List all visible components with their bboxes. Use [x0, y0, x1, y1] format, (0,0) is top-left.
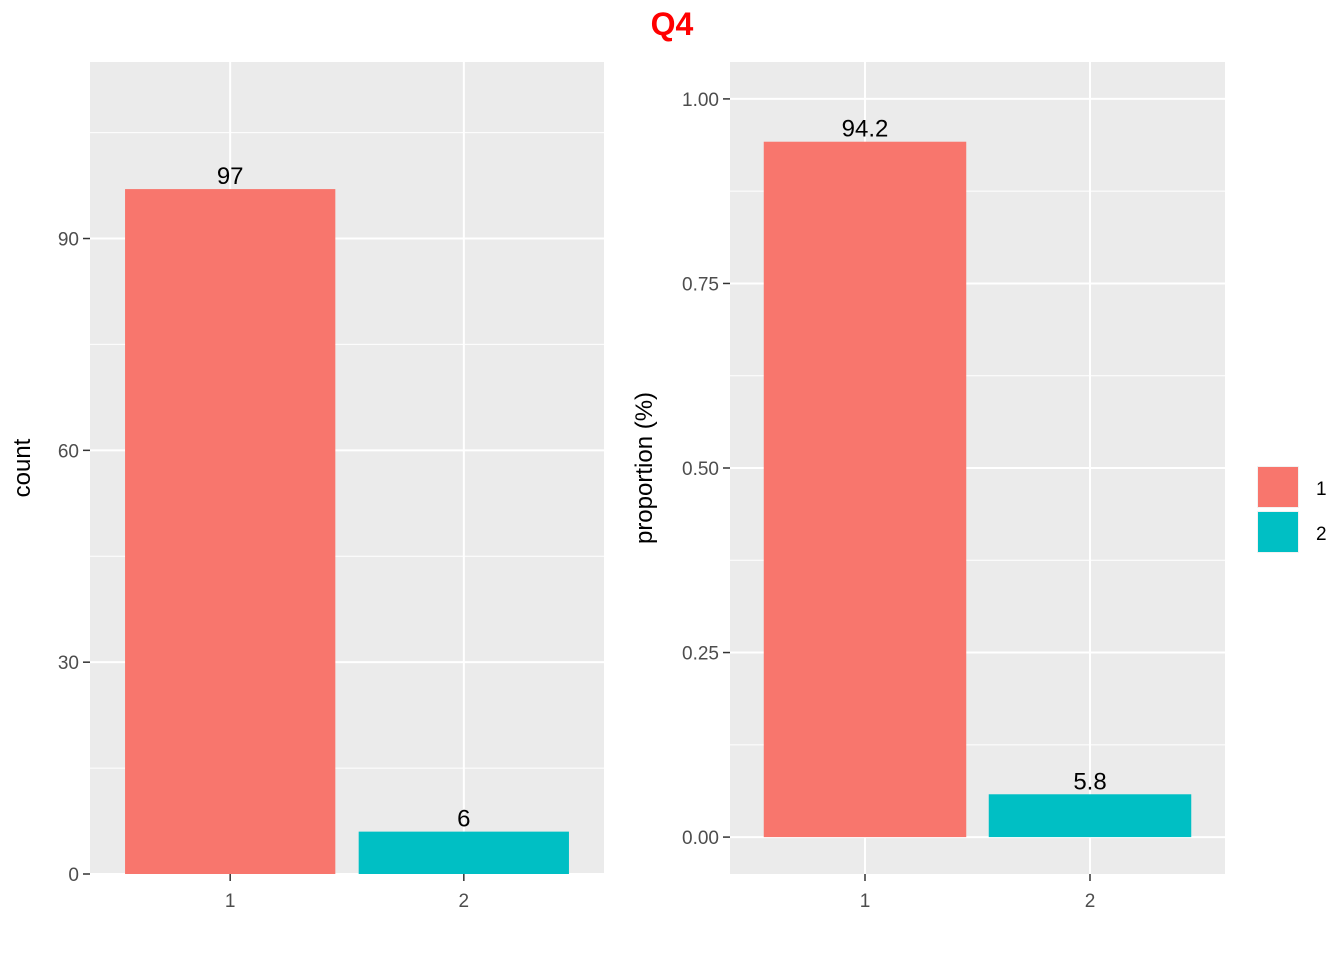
y-tick-label: 0.75 — [682, 274, 719, 295]
legend: 12 — [1257, 466, 1327, 553]
data-label: 94.2 — [842, 116, 889, 143]
x-tick-label: 1 — [225, 891, 236, 912]
y-axis-title: count — [9, 438, 36, 497]
data-label: 5.8 — [1073, 768, 1106, 795]
y-tick-label: 0.25 — [682, 644, 719, 665]
y-tick-label: 60 — [58, 441, 79, 462]
x-tick-label: 2 — [459, 891, 470, 912]
y-tick-label: 30 — [58, 653, 79, 674]
bar-1 — [763, 141, 967, 838]
legend-label: 1 — [1316, 479, 1327, 500]
chart-title: Q4 — [650, 6, 694, 42]
y-tick-label: 1.00 — [682, 90, 719, 111]
data-label: 97 — [217, 163, 244, 190]
y-tick-label: 90 — [58, 230, 79, 251]
legend-label: 2 — [1316, 524, 1327, 545]
y-tick-label: 0.50 — [682, 459, 719, 480]
y-tick-label: 0 — [68, 865, 79, 886]
data-label: 6 — [457, 806, 470, 833]
legend-swatch-2 — [1258, 512, 1298, 552]
panel-2: 94.2 5.8 0.00 0.25 0.50 0.75 1.00 1 2 proportion … — [631, 62, 1225, 912]
bar-2 — [988, 794, 1192, 838]
x-tick-label: 2 — [1085, 891, 1096, 912]
bar-2 — [358, 831, 569, 874]
y-axis-title: proportion (%) — [631, 392, 658, 544]
bar-1 — [125, 189, 336, 875]
x-tick-label: 1 — [860, 891, 871, 912]
y-tick-label: 0.00 — [682, 828, 719, 849]
legend-swatch-1 — [1258, 467, 1298, 507]
